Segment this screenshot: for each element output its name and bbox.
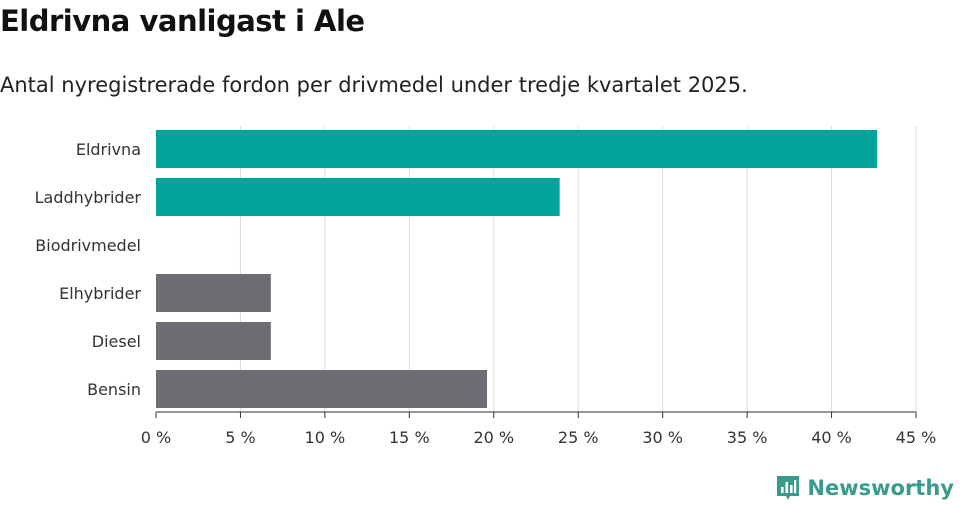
x-tick-label-30: 30 % bbox=[642, 428, 683, 447]
newsworthy-logo-text: Newsworthy bbox=[807, 476, 954, 500]
chart-title: Eldrivna vanligast i Ale bbox=[0, 4, 365, 38]
x-tick-label-20: 20 % bbox=[473, 428, 514, 447]
newsworthy-logo-icon bbox=[777, 476, 800, 500]
category-label-diesel: Diesel bbox=[92, 332, 141, 351]
x-tick-label-15: 15 % bbox=[389, 428, 430, 447]
bar-laddhybrider bbox=[156, 178, 560, 216]
x-tick-label-10: 10 % bbox=[305, 428, 346, 447]
chart-subtitle: Antal nyregistrerade fordon per drivmede… bbox=[0, 73, 748, 97]
x-tick-label-5: 5 % bbox=[225, 428, 255, 447]
bar-chart: Eldrivna Laddhybrider Biodrivmedel Elhybrid… bbox=[35, 126, 937, 447]
bar-elhybrider bbox=[156, 274, 271, 312]
bar-eldrivna bbox=[156, 130, 878, 168]
x-tick-label-45: 45 % bbox=[896, 428, 937, 447]
newsworthy-logo: Newsworthy bbox=[775, 474, 954, 502]
bar-bensin bbox=[156, 370, 488, 408]
bar-diesel bbox=[156, 322, 271, 360]
x-tick-label-25: 25 % bbox=[558, 428, 599, 447]
x-tick-label-35: 35 % bbox=[727, 428, 768, 447]
x-tick-label-40: 40 % bbox=[811, 428, 852, 447]
category-label-eldrivna: Eldrivna bbox=[76, 140, 141, 159]
x-tick-label-0: 0 % bbox=[141, 428, 171, 447]
category-label-laddhybrider: Laddhybrider bbox=[35, 188, 142, 207]
category-label-biodrivmedel: Biodrivmedel bbox=[35, 236, 141, 255]
category-label-bensin: Bensin bbox=[87, 380, 141, 399]
category-label-elhybrider: Elhybrider bbox=[59, 284, 141, 303]
